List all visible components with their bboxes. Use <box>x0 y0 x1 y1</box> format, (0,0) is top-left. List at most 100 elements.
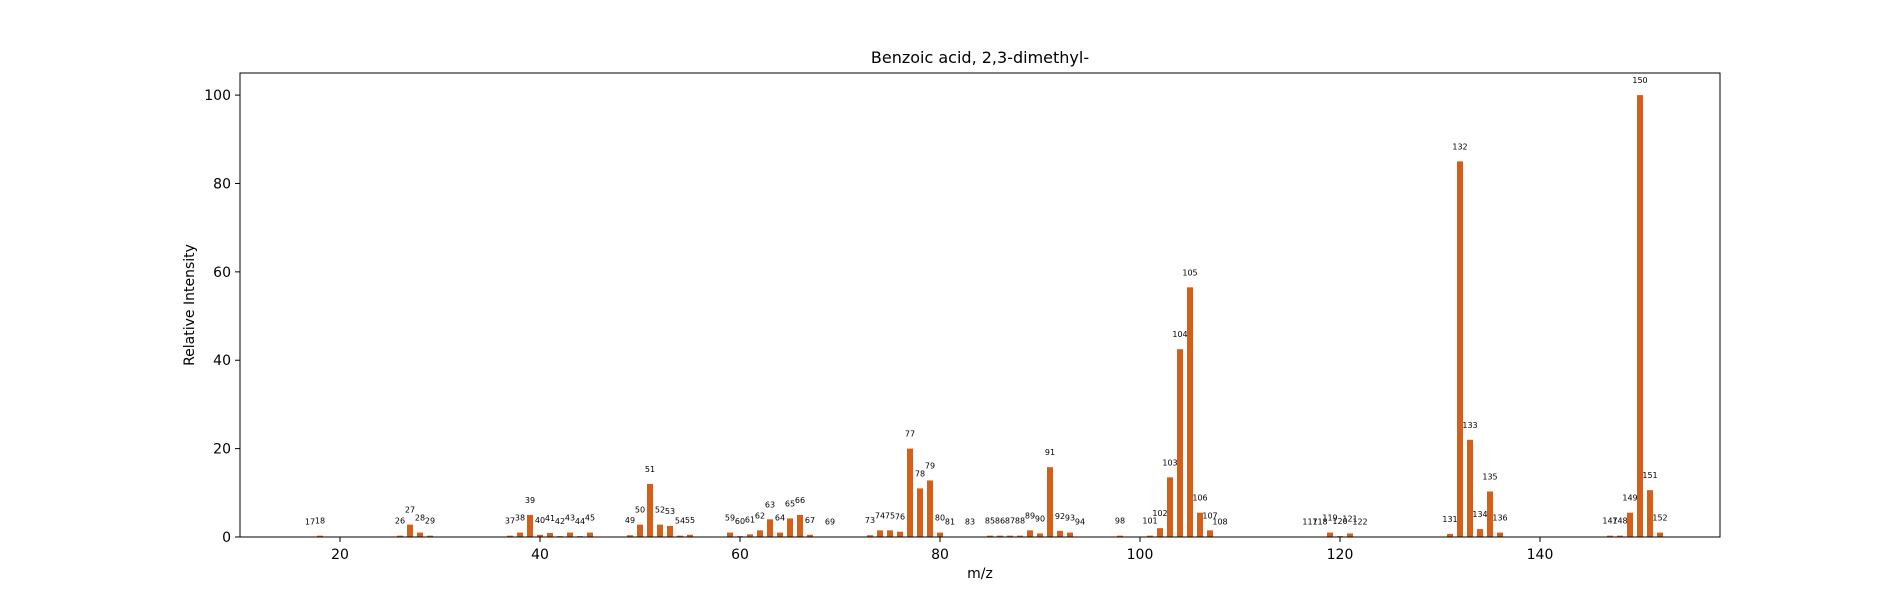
bar-label-mz-104: 104 <box>1172 330 1187 339</box>
y-tick-label: 60 <box>213 265 231 281</box>
bar-mz-89 <box>1027 530 1033 537</box>
bar-mz-61 <box>747 534 753 537</box>
bar-label-mz-64: 64 <box>775 514 785 523</box>
bar-label-mz-54: 54 <box>675 517 685 526</box>
bar-mz-26 <box>397 535 403 537</box>
bar-mz-41 <box>547 533 553 537</box>
bar-label-mz-86: 86 <box>995 517 1005 526</box>
bar-label-mz-118: 118 <box>1312 518 1327 527</box>
bar-mz-62 <box>757 530 763 537</box>
bar-mz-90 <box>1037 533 1043 537</box>
bar-label-mz-43: 43 <box>565 514 575 523</box>
bar-mz-59 <box>727 532 733 537</box>
bar-label-mz-108: 108 <box>1212 518 1227 527</box>
y-tick-label: 100 <box>204 88 231 104</box>
bar-label-mz-79: 79 <box>925 461 935 470</box>
bar-label-mz-38: 38 <box>515 514 525 523</box>
bar-mz-98 <box>1117 535 1123 537</box>
bar-label-mz-76: 76 <box>895 513 905 522</box>
bar-mz-147 <box>1607 535 1613 537</box>
bar-label-mz-26: 26 <box>395 517 405 526</box>
bar-mz-121 <box>1347 533 1353 537</box>
bar-label-mz-91: 91 <box>1045 448 1055 457</box>
x-tick-label: 20 <box>331 547 349 563</box>
bar-label-mz-149: 149 <box>1622 494 1637 503</box>
bar-mz-78 <box>917 488 923 537</box>
bar-label-mz-77: 77 <box>905 430 915 439</box>
bar-mz-104 <box>1177 349 1183 537</box>
x-tick-label: 80 <box>931 547 949 563</box>
bar-mz-86 <box>997 535 1003 537</box>
bar-mz-79 <box>927 480 933 537</box>
bar-mz-51 <box>647 483 653 537</box>
bar-mz-38 <box>517 532 523 537</box>
bar-mz-131 <box>1447 533 1453 537</box>
bar-mz-93 <box>1067 532 1073 537</box>
bar-label-mz-85: 85 <box>985 517 995 526</box>
x-axis-label: m/z <box>967 566 993 582</box>
bar-label-mz-152: 152 <box>1652 514 1667 523</box>
bar-label-mz-44: 44 <box>575 517 585 526</box>
bar-label-mz-98: 98 <box>1115 517 1125 526</box>
x-tick-label: 100 <box>1127 547 1154 563</box>
bar-label-mz-105: 105 <box>1182 268 1197 277</box>
bar-label-mz-60: 60 <box>735 517 745 526</box>
bar-mz-67 <box>807 534 813 537</box>
bar-mz-107 <box>1207 530 1213 537</box>
bar-label-mz-59: 59 <box>725 514 735 523</box>
bar-mz-73 <box>867 535 873 537</box>
bar-mz-63 <box>767 519 773 537</box>
bar-mz-37 <box>507 535 513 537</box>
bar-mz-74 <box>877 530 883 537</box>
bar-mz-150 <box>1637 95 1643 537</box>
bar-label-mz-73: 73 <box>865 516 875 525</box>
bar-label-mz-53: 53 <box>665 507 675 516</box>
bar-label-mz-131: 131 <box>1442 515 1457 524</box>
bar-label-mz-94: 94 <box>1075 518 1085 527</box>
bar-mz-105 <box>1187 287 1193 537</box>
bar-mz-85 <box>987 535 993 537</box>
bar-label-mz-39: 39 <box>525 496 535 505</box>
bar-label-mz-102: 102 <box>1152 509 1167 518</box>
y-tick-label: 40 <box>213 353 231 369</box>
bar-label-mz-45: 45 <box>585 514 595 523</box>
bar-label-mz-52: 52 <box>655 506 665 515</box>
bar-label-mz-133: 133 <box>1462 421 1477 430</box>
bar-label-mz-78: 78 <box>915 469 925 478</box>
bar-label-mz-103: 103 <box>1162 458 1177 467</box>
bar-label-mz-67: 67 <box>805 516 815 525</box>
bar-label-mz-55: 55 <box>685 516 695 525</box>
bar-mz-40 <box>537 534 543 537</box>
bar-label-mz-87: 87 <box>1005 517 1015 526</box>
bar-mz-102 <box>1157 528 1163 537</box>
bar-label-mz-65: 65 <box>785 499 795 508</box>
chart-title: Benzoic acid, 2,3-dimethyl- <box>871 48 1089 67</box>
bar-label-mz-88: 88 <box>1015 517 1025 526</box>
bar-mz-103 <box>1167 477 1173 537</box>
bar-label-mz-93: 93 <box>1065 514 1075 523</box>
bar-mz-87 <box>1007 535 1013 537</box>
bar-label-mz-18: 18 <box>315 517 325 526</box>
bar-label-mz-107: 107 <box>1202 511 1217 520</box>
bar-label-mz-151: 151 <box>1642 471 1657 480</box>
bar-label-mz-83: 83 <box>965 518 975 527</box>
bar-mz-49 <box>627 535 633 537</box>
bar-mz-149 <box>1627 512 1633 537</box>
bar-mz-43 <box>567 532 573 537</box>
bar-label-mz-135: 135 <box>1482 472 1497 481</box>
bar-mz-148 <box>1617 535 1623 537</box>
bar-label-mz-51: 51 <box>645 465 655 474</box>
bar-mz-135 <box>1487 491 1493 537</box>
x-tick-label: 140 <box>1527 547 1554 563</box>
bar-label-mz-119: 119 <box>1322 514 1337 523</box>
bar-label-mz-134: 134 <box>1472 510 1487 519</box>
bar-mz-28 <box>417 532 423 537</box>
bar-mz-134 <box>1477 529 1483 537</box>
bar-mz-27 <box>407 524 413 537</box>
x-tick-label: 40 <box>531 547 549 563</box>
bar-mz-101 <box>1147 535 1153 537</box>
bar-mz-132 <box>1457 161 1463 537</box>
bar-mz-76 <box>897 531 903 537</box>
